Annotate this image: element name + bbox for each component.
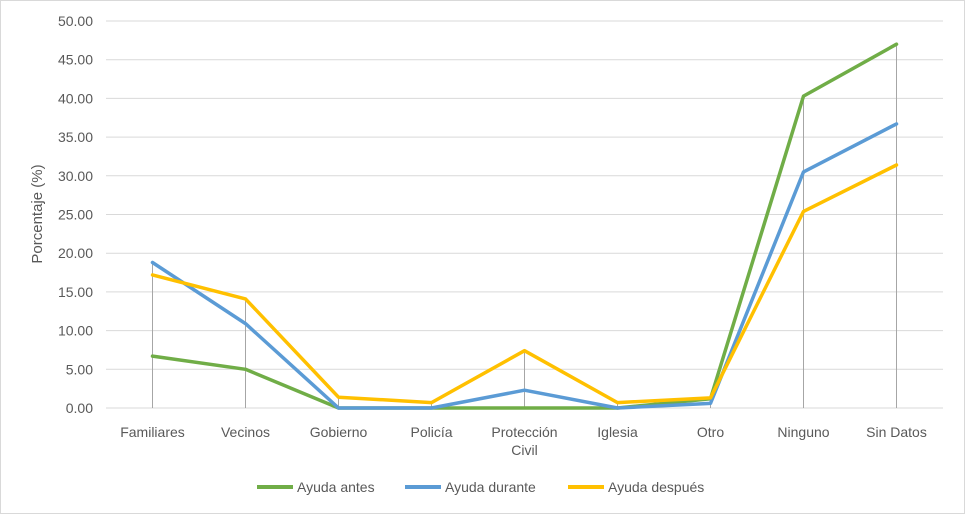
legend-label: Ayuda después <box>608 479 704 495</box>
legend-label: Ayuda durante <box>445 479 536 495</box>
x-category-label: Gobierno <box>310 424 368 440</box>
x-category-label: Familiares <box>120 424 185 440</box>
series-lines <box>150 42 899 410</box>
x-category-label: Policía <box>410 424 452 440</box>
series-line <box>150 163 899 405</box>
series-line <box>150 42 899 410</box>
y-tick-label: 20.00 <box>58 245 93 261</box>
y-tick-label: 45.00 <box>58 52 93 68</box>
drop-lines <box>152 44 897 408</box>
y-tick-label: 30.00 <box>58 168 93 184</box>
y-tick-label: 5.00 <box>66 361 93 377</box>
y-tick-label: 50.00 <box>58 13 93 29</box>
y-tick-label: 25.00 <box>58 207 93 223</box>
x-category-label: Vecinos <box>221 424 270 440</box>
y-axis-label: Porcentaje (%) <box>29 164 46 263</box>
x-category-label: Protección Civil <box>491 424 557 458</box>
y-tick-label: 15.00 <box>58 284 93 300</box>
y-tick-label: 35.00 <box>58 129 93 145</box>
series-line <box>150 122 899 410</box>
y-tick-label: 10.00 <box>58 323 93 339</box>
x-category-label: Iglesia <box>597 424 638 440</box>
x-category-labels: Familiares Vecinos Gobierno Policía Protecci… <box>120 424 927 458</box>
y-tick-labels: 0.00 5.00 10.00 15.00 20.00 25.00 30.00 35.00 40… <box>58 13 93 416</box>
x-category-label: Sin Datos <box>866 424 927 440</box>
y-tick-label: 0.00 <box>66 400 93 416</box>
legend-label: Ayuda antes <box>297 479 375 495</box>
x-category-label: Ninguno <box>777 424 829 440</box>
legend: Ayuda antes Ayuda durante Ayuda después <box>257 479 704 495</box>
y-tick-label: 40.00 <box>58 90 93 106</box>
x-category-label: Otro <box>697 424 724 440</box>
